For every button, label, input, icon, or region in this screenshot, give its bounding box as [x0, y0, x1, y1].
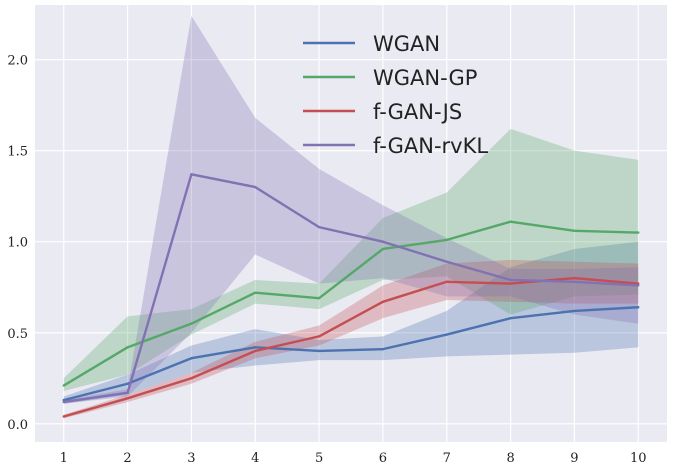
point-wgan-gp — [254, 291, 257, 294]
point-f-gan-js — [381, 300, 385, 303]
x-tick-label: 6 — [379, 451, 387, 463]
point-wgan-gp — [62, 384, 65, 387]
band-wgan-gp — [63, 128, 639, 392]
point-f-gan-rvkl — [62, 400, 65, 404]
line-f-gan-rvkl — [63, 173, 639, 404]
point-f-gan-rvkl — [573, 280, 576, 283]
point-wgan-gp — [126, 346, 129, 349]
point-wgan-gp — [509, 220, 512, 223]
point-wgan — [573, 309, 576, 313]
x-tick-label: 9 — [570, 451, 578, 463]
point-wgan-gp — [573, 229, 576, 232]
point-f-gan-js — [509, 282, 512, 285]
point-f-gan-rvkl — [509, 278, 512, 282]
x-tick-label: 8 — [506, 451, 514, 463]
y-tick-label: 1.0 — [7, 236, 28, 251]
point-f-gan-js — [254, 349, 257, 353]
x-tick-label: 4 — [251, 451, 259, 463]
band-f-gan-rvkl — [63, 15, 639, 404]
point-wgan — [190, 357, 193, 360]
legend-label-f-gan-rvkl: f-GAN-rvKL — [373, 134, 488, 158]
y-tick-label: 2.0 — [7, 54, 28, 69]
x-tick-label: 5 — [315, 451, 323, 463]
x-tick-label: 3 — [187, 451, 195, 463]
point-wgan — [509, 316, 512, 320]
y-axis-ticks: 0.0 0.5 1.0 1.5 2.0 — [7, 54, 28, 433]
point-wgan-gp — [445, 238, 448, 242]
x-tick-label: 10 — [630, 451, 647, 463]
series-lines — [62, 173, 640, 418]
legend: WGAN WGAN-GP f-GAN-JS f-GAN-rvKL — [303, 32, 488, 158]
point-f-gan-rvkl — [381, 240, 385, 243]
line-wgan-gp — [63, 220, 639, 387]
x-tick-label: 1 — [60, 451, 68, 463]
point-f-gan-js — [445, 280, 448, 283]
point-wgan — [317, 349, 321, 353]
point-f-gan-js — [573, 276, 576, 280]
line-wgan — [63, 306, 639, 402]
x-tick-label: 7 — [443, 451, 451, 463]
point-f-gan-rvkl — [637, 284, 640, 287]
point-wgan-gp — [637, 231, 640, 234]
x-tick-label: 2 — [123, 451, 131, 463]
point-wgan — [445, 333, 448, 336]
point-f-gan-js — [62, 415, 65, 418]
point-f-gan-rvkl — [190, 173, 193, 176]
point-wgan — [126, 382, 129, 385]
point-f-gan-rvkl — [317, 225, 321, 229]
legend-label-f-gan-js: f-GAN-JS — [373, 100, 462, 124]
point-f-gan-rvkl — [445, 260, 448, 263]
y-tick-label: 0.0 — [7, 418, 28, 433]
point-f-gan-js — [126, 397, 129, 400]
point-f-gan-js — [190, 377, 193, 380]
legend-label-wgan-gp: WGAN-GP — [373, 66, 477, 90]
point-wgan — [381, 347, 385, 351]
x-axis-ticks: 1 2 3 4 5 6 7 8 9 10 — [60, 451, 647, 463]
point-wgan-gp — [190, 322, 193, 325]
grid — [35, 5, 667, 442]
band-f-gan-js — [63, 259, 639, 419]
y-tick-label: 1.5 — [7, 145, 28, 160]
point-wgan — [637, 306, 640, 309]
point-f-gan-rvkl — [126, 391, 129, 395]
point-wgan-gp — [381, 247, 385, 251]
point-f-gan-rvkl — [254, 185, 257, 189]
point-wgan-gp — [317, 296, 321, 300]
point-wgan — [254, 346, 257, 349]
point-f-gan-js — [317, 335, 321, 338]
y-tick-label: 0.5 — [7, 327, 28, 342]
legend-label-wgan: WGAN — [373, 32, 440, 56]
